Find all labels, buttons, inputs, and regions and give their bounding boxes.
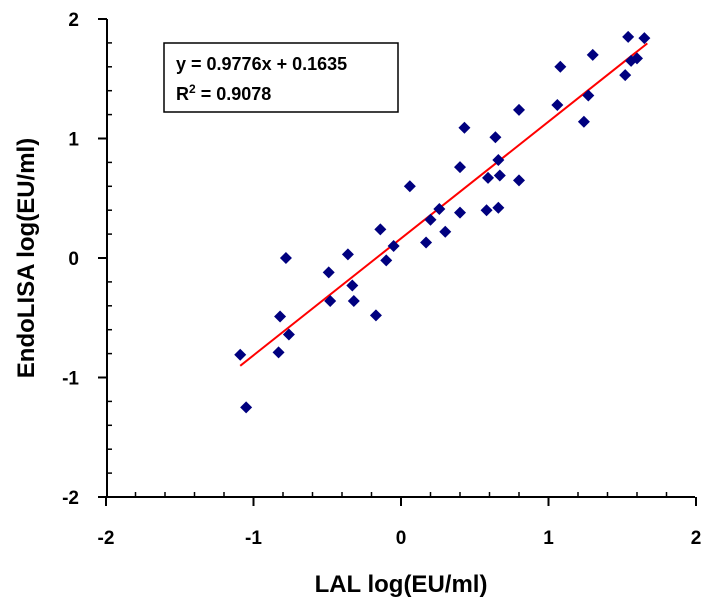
- equation-text: y = 0.9776x + 0.1635: [176, 54, 347, 74]
- data-point: [454, 161, 466, 174]
- data-point: [322, 266, 335, 279]
- x-axis-title: LAL log(EU/ml): [315, 571, 488, 598]
- r-squared-value: = 0.9078: [196, 84, 272, 104]
- data-point: [346, 279, 359, 292]
- data-point: [424, 213, 437, 226]
- data-point: [324, 295, 337, 308]
- data-point: [240, 401, 253, 414]
- data-point: [387, 240, 400, 253]
- data-point: [513, 103, 525, 116]
- data-point: [454, 206, 466, 219]
- data-point: [341, 248, 354, 261]
- trendline: [239, 42, 648, 367]
- x-tick-label: -1: [245, 528, 262, 549]
- ticks: [98, 18, 697, 506]
- data-point: [282, 328, 295, 341]
- data-point: [369, 309, 382, 322]
- y-tick-label: 0: [68, 249, 79, 270]
- data-point: [374, 223, 387, 236]
- data-point: [403, 180, 416, 193]
- data-point: [493, 169, 506, 182]
- x-tick-label: 2: [691, 528, 702, 549]
- data-point: [586, 48, 599, 61]
- data-point: [458, 121, 471, 134]
- data-point: [631, 52, 643, 65]
- data-point: [234, 348, 247, 361]
- data-point: [577, 115, 590, 128]
- data-point: [272, 346, 285, 359]
- data-point: [480, 204, 493, 217]
- r-squared-text: R2 = 0.9078: [176, 82, 271, 104]
- data-point: [279, 252, 292, 264]
- equation-box-frame: [163, 42, 399, 113]
- data-point: [619, 69, 632, 82]
- data-point: [622, 30, 635, 43]
- data-point: [582, 89, 595, 102]
- data-point: [482, 171, 495, 184]
- data-point: [513, 174, 525, 187]
- equation-box: y = 0.9776x + 0.1635 R2 = 0.9078: [163, 42, 399, 113]
- data-point: [347, 295, 360, 308]
- y-axis-title: EndoLISA log(EU/ml): [13, 138, 40, 378]
- x-tick-label: -2: [98, 528, 115, 549]
- tick-labels: -2 -1 0 1 2 -2 -1 0 1 2: [62, 10, 701, 549]
- data-point: [492, 154, 505, 167]
- data-point: [489, 131, 502, 144]
- y-tick-label: 2: [68, 10, 79, 31]
- y-tick-label: -2: [62, 488, 79, 509]
- data-point: [274, 310, 287, 323]
- y-tick-label: -1: [62, 369, 79, 390]
- x-tick-label: 1: [543, 528, 554, 549]
- r-squared-symbol: R: [176, 84, 189, 104]
- data-points: [234, 30, 651, 414]
- y-tick-label: 1: [68, 130, 79, 151]
- data-point: [380, 254, 393, 267]
- data-point: [554, 60, 567, 73]
- data-point: [439, 225, 452, 238]
- data-point: [433, 203, 446, 216]
- data-point: [492, 201, 505, 214]
- x-tick-label: 0: [396, 528, 407, 549]
- data-point: [638, 32, 651, 45]
- r-squared-superscript: 2: [189, 82, 196, 96]
- data-point: [551, 99, 564, 112]
- data-point: [420, 236, 433, 249]
